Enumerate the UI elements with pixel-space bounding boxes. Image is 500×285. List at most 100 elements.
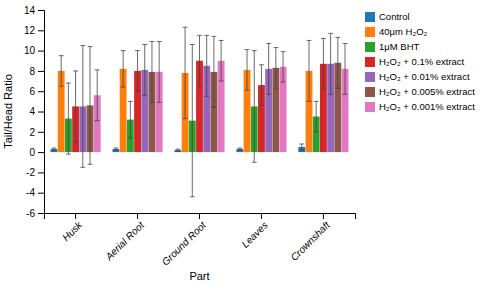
x-tick: Leaves [239,213,270,250]
y-tick-mark [38,51,44,52]
x-tick-mark [261,213,262,219]
error-bar [252,51,257,163]
series [87,36,342,164]
error-bar [266,43,271,94]
x-tick-label: Aerial Root [103,219,147,263]
legend-label: 1μM BHT [379,41,420,52]
series [65,45,320,197]
y-tick: 8 [29,66,44,77]
error-bar [128,101,133,138]
series [94,40,349,152]
legend-item: 40μm H₂O₂ [365,26,428,37]
error-bar [273,48,278,89]
series [79,33,334,167]
legend-label: H₂O₂ + 0.005% extract [379,86,475,97]
y-tick-mark [38,112,44,113]
error-bar [135,51,140,92]
error-bar [343,43,348,94]
legend-item: H₂O₂ + 0.001% extract [365,101,475,112]
y-tick: 0 [29,147,44,158]
x-axis-title: Part [189,270,209,282]
y-axis-line [38,11,45,214]
y-tick-label: 12 [24,25,36,36]
y-tick: -4 [26,187,44,198]
error-bar [142,45,147,96]
legend-label: H₂O₂ + 0.1% extract [379,56,465,67]
error-bar [52,148,57,150]
y-axis: -6 -4 -2 0 2 4 6 8 10 12 14 [24,5,45,219]
error-bar [212,36,217,107]
y-tick-mark [38,213,44,214]
legend-swatch [365,42,375,52]
legend-item: H₂O₂ + 0.1% extract [365,56,465,67]
y-tick-mark [38,132,44,133]
legend-swatch [365,72,375,82]
error-bar [157,41,162,102]
legend-label: 40μm H₂O₂ [379,26,428,37]
legend-swatch [365,27,375,37]
x-axis: Husk Aerial Root Ground Root Leaves Crownsha… [45,213,356,268]
y-tick: -2 [26,167,44,178]
y-tick-label: 14 [24,5,36,16]
x-tick: Husk [60,213,85,243]
y-tick-mark [38,71,44,72]
error-bar [66,83,71,154]
legend-label: H₂O₂ + 0.001% extract [379,101,475,112]
legend-swatch [365,57,375,67]
error-bar [299,144,304,150]
y-tick-label: 0 [29,147,35,158]
y-tick-label: 2 [29,127,35,138]
y-tick-mark [38,193,44,194]
error-bar [237,148,242,150]
error-bar [73,71,78,142]
y-tick-label: -4 [26,187,35,198]
error-bar [281,52,286,82]
y-tick: 4 [29,106,44,117]
x-tick-mark [199,213,200,219]
y-tick-label: -2 [26,167,35,178]
x-tick: Aerial Root [103,213,147,263]
y-tick-mark [38,91,44,92]
x-tick-mark [75,213,76,219]
error-bar [321,38,326,89]
chart: -6 -4 -2 0 2 4 6 8 10 12 14 Husk Aerial Root Ground R… [0,0,500,285]
x-tick: Ground Root [160,213,209,268]
y-tick-label: 8 [29,66,35,77]
legend-item: H₂O₂ + 0.005% extract [365,86,475,97]
y-tick-label: -6 [26,208,35,219]
series [58,27,313,152]
error-bar [59,56,64,86]
error-bar [88,47,93,165]
legend-label: H₂O₂ + 0.01% extract [379,71,470,82]
error-bar [328,33,333,94]
legend-swatch [365,102,375,112]
y-tick-mark [38,152,44,153]
legend-swatch [365,87,375,97]
y-tick-mark [38,10,44,11]
error-bar [219,40,224,81]
legend-item: 1μM BHT [365,41,420,52]
legend-swatch [365,12,375,22]
y-tick: -6 [26,208,44,219]
x-tick-label: Husk [60,219,85,244]
y-tick: 10 [24,45,44,56]
legend-item: H₂O₂ + 0.01% extract [365,71,470,82]
error-bar [183,27,188,118]
error-bar [204,35,209,96]
x-tick-label: Crownshaft [288,219,332,263]
error-bar [80,46,85,168]
error-bar [190,45,195,197]
error-bar [150,41,155,102]
error-bar [335,37,340,88]
error-bar [121,51,126,88]
x-tick-label: Ground Root [160,219,209,268]
error-bar [307,40,312,101]
plot: -6 -4 -2 0 2 4 6 8 10 12 14 Husk Aerial Root Ground R… [24,5,356,268]
error-bar [245,50,250,91]
y-axis-title: Tail/Head Ratio [2,74,14,149]
marks [51,27,349,197]
y-tick: 2 [29,127,44,138]
y-tick-mark [38,172,44,173]
y-tick: 6 [29,86,44,97]
x-tick-label: Leaves [239,219,270,250]
